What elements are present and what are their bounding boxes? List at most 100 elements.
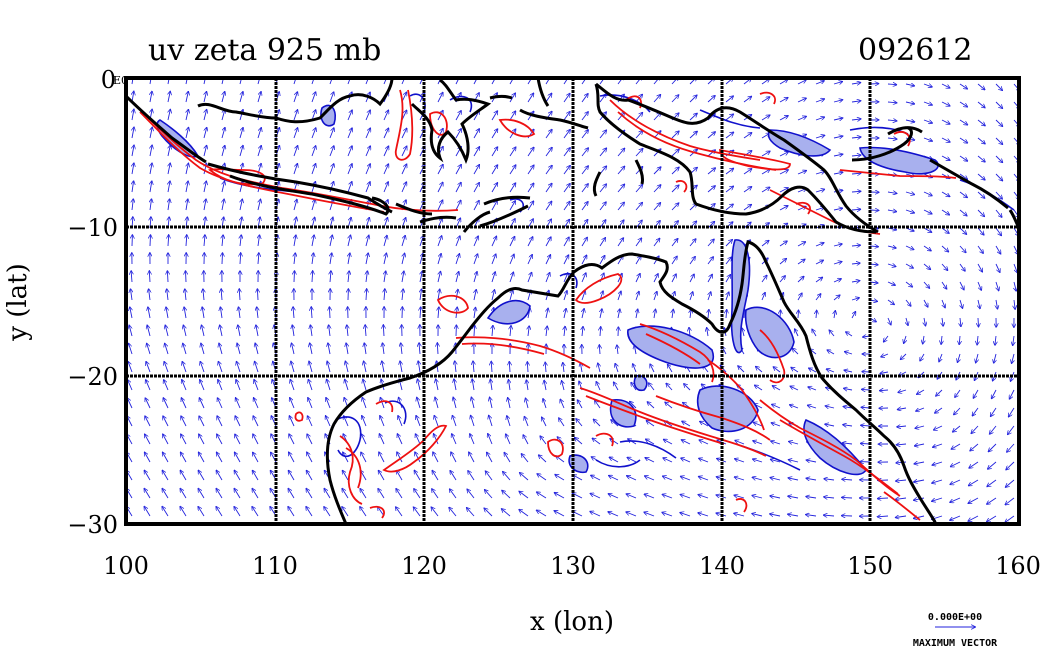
- wind-vector: [779, 188, 788, 193]
- wind-vector: [186, 199, 188, 211]
- wind-vector: [348, 235, 351, 247]
- wind-vector: [150, 163, 152, 175]
- wind-vector: [843, 425, 853, 426]
- wind-vector: [419, 236, 424, 247]
- wind-vector: [761, 97, 770, 103]
- wind-vector: [582, 309, 584, 319]
- wind-vector: [537, 492, 547, 499]
- wind-vector: [671, 131, 679, 139]
- wind-vector: [437, 254, 441, 265]
- wind-vector: [347, 110, 352, 121]
- wind-vector: [617, 78, 624, 85]
- wind-vector: [671, 256, 677, 265]
- wind-vector: [200, 380, 205, 391]
- wind-vector: [815, 81, 824, 85]
- wind-vector: [163, 398, 169, 409]
- wind-vector: [609, 457, 619, 463]
- wind-vector: [987, 497, 997, 504]
- wind-vector: [646, 439, 655, 445]
- wind-vector: [365, 128, 370, 139]
- wind-vector: [454, 379, 456, 391]
- wind-vector: [851, 137, 861, 138]
- wind-vector: [366, 253, 368, 265]
- wind-vector: [901, 353, 907, 359]
- wind-vector: [364, 361, 366, 373]
- wind-vector: [473, 236, 478, 247]
- wind-vector: [379, 471, 385, 481]
- wind-vector: [204, 235, 205, 247]
- wind-vector: [635, 203, 642, 211]
- wind-vector: [923, 119, 932, 123]
- wind-vector: [252, 507, 259, 517]
- wind-vector: [635, 78, 642, 85]
- wind-vector: [581, 255, 587, 265]
- wind-vector: [292, 325, 294, 337]
- wind-vector: [523, 435, 529, 445]
- wind-vector: [788, 514, 799, 516]
- wind-vector: [851, 155, 861, 156]
- wind-vector: [725, 168, 733, 175]
- wind-vector: [311, 128, 316, 139]
- wind-vector: [163, 416, 169, 427]
- wind-vector: [563, 94, 570, 103]
- wind-vector: [257, 110, 261, 121]
- y-tick-2: −20: [67, 363, 118, 391]
- x-tick-130: 130: [550, 552, 596, 580]
- wind-vector: [914, 516, 925, 518]
- wind-vector: [905, 245, 914, 250]
- wind-vector: [644, 512, 655, 517]
- wind-vector: [539, 455, 547, 463]
- wind-vector: [509, 147, 516, 157]
- wind-vector: [725, 186, 733, 193]
- wind-vector: [942, 317, 943, 326]
- wind-vector: [898, 408, 907, 410]
- wind-vector: [923, 299, 928, 307]
- wind-vector: [420, 271, 422, 283]
- wind-vector: [995, 245, 1001, 254]
- wind-vector: [743, 97, 751, 103]
- wind-vector: [168, 163, 170, 175]
- wind-vector: [414, 489, 421, 499]
- wind-vector: [342, 489, 349, 499]
- wind-vector: [186, 235, 187, 247]
- wind-vector: [738, 366, 745, 373]
- wind-vector: [920, 353, 925, 361]
- wind-vector: [545, 94, 552, 103]
- wind-vector: [610, 439, 619, 445]
- wind-vector: [307, 471, 313, 481]
- wind-vector: [145, 416, 151, 427]
- wind-vector: [288, 489, 295, 499]
- wind-vector: [580, 363, 582, 373]
- wind-vector: [951, 443, 961, 449]
- wind-vector: [150, 145, 152, 157]
- wind-vector: [524, 417, 529, 427]
- wind-vector: [752, 496, 763, 499]
- wind-vector: [509, 272, 513, 283]
- wind-vector: [432, 489, 439, 499]
- wind-vector: [383, 236, 387, 247]
- wind-vector: [653, 239, 660, 247]
- wind-vector: [363, 379, 367, 391]
- wind-vector: [291, 361, 295, 373]
- wind-vector: [1014, 281, 1016, 291]
- wind-vector: [905, 84, 914, 86]
- reference-vector-label: MAXIMUM VECTOR: [913, 638, 998, 649]
- wind-vector: [815, 243, 824, 247]
- wind-vector: [311, 92, 316, 103]
- wind-vector: [617, 166, 625, 175]
- wind-vector: [959, 137, 967, 143]
- wind-vector: [880, 390, 889, 391]
- wind-vector: [645, 458, 655, 463]
- wind-vector: [312, 253, 314, 265]
- wind-vector: [591, 475, 601, 481]
- wind-vector: [150, 199, 152, 211]
- wind-vector: [1005, 497, 1015, 505]
- wind-vector: [167, 289, 168, 301]
- wind-vector: [419, 200, 424, 211]
- wind-vector: [563, 148, 570, 157]
- wind-vector: [905, 210, 914, 213]
- wind-vector: [797, 277, 804, 283]
- wind-vector: [491, 129, 498, 139]
- wind-vector: [509, 111, 516, 121]
- wind-vector: [437, 200, 443, 211]
